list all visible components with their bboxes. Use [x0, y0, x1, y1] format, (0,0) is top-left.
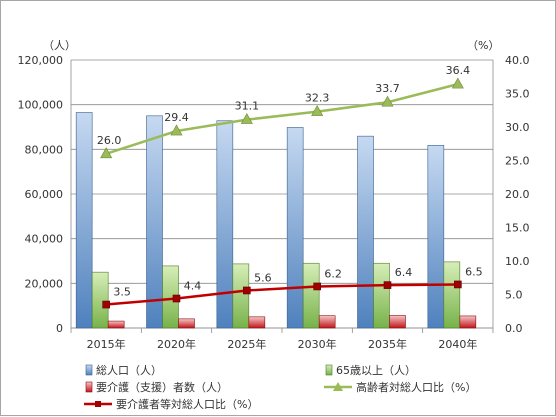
series-line — [105, 82, 459, 155]
right-axis-unit-label: （%） — [467, 39, 499, 52]
bar — [373, 262, 390, 329]
line-point — [170, 124, 183, 136]
data-label: 29.4 — [164, 111, 189, 124]
right-tick-label: 35.0 — [505, 88, 530, 101]
legend-marker — [333, 382, 343, 391]
legend-swatch — [85, 364, 93, 376]
data-label: 5.6 — [254, 271, 272, 284]
legend-label: 要介護（支援）者数（人） — [96, 380, 228, 394]
bar — [389, 315, 406, 329]
bar-series — [75, 112, 477, 329]
line-point — [172, 294, 181, 303]
left-tick-label: 0 — [56, 322, 63, 335]
line-point — [383, 281, 392, 289]
right-tick-label: 15.0 — [505, 222, 530, 235]
bar — [216, 120, 234, 329]
bar — [459, 315, 477, 329]
bar — [286, 127, 304, 329]
line-point — [313, 282, 321, 291]
right-tick-label: 10.0 — [505, 255, 530, 268]
data-label: 36.4 — [446, 64, 471, 77]
x-tick-label: 2030年 — [298, 337, 337, 351]
data-label: 6.4 — [395, 266, 413, 279]
right-tick-label: 0.0 — [505, 322, 523, 335]
data-label: 4.4 — [184, 280, 202, 293]
legend-label: 要介護者等対総人口比（%） — [116, 397, 258, 411]
bar — [75, 112, 93, 329]
left-tick-label: 120,000 — [18, 54, 64, 67]
data-label: 6.5 — [465, 265, 483, 278]
right-tick-label: 20.0 — [505, 188, 530, 201]
data-label: 31.1 — [235, 100, 260, 113]
data-label: 3.5 — [113, 286, 131, 299]
right-tick-label: 25.0 — [505, 155, 530, 168]
legend-label: 65歳以上（人） — [336, 364, 416, 377]
x-tick-label: 2040年 — [438, 337, 477, 351]
x-tick-label: 2020年 — [157, 337, 196, 351]
series-line — [106, 283, 458, 306]
bar — [178, 318, 195, 329]
line-series — [100, 77, 464, 309]
legend-swatch — [85, 381, 93, 393]
x-tick-label: 2015年 — [87, 337, 126, 351]
left-tick-label: 40,000 — [25, 233, 64, 246]
bar — [232, 263, 250, 329]
bar — [248, 316, 266, 329]
bar — [318, 315, 336, 329]
line-point — [454, 280, 462, 289]
bar — [443, 261, 461, 329]
data-labels: 26.0 29.4 31.1 32.3 33.7 36.4 3.5 4.4 5.6 6.2 6.4 6… — [97, 64, 483, 298]
legend-label: 総人口（人） — [96, 363, 162, 377]
left-tick-label: 20,000 — [25, 277, 64, 290]
data-label: 33.7 — [375, 82, 400, 95]
legend-marker — [95, 401, 101, 407]
axes: 0 20,000 40,000 60,000 80,000 100,000 120,000 0… — [18, 39, 530, 351]
line-point — [102, 300, 110, 309]
left-axis-unit-label: （人） — [43, 39, 76, 52]
data-label: 32.3 — [305, 92, 330, 105]
legend-swatch — [325, 364, 333, 376]
right-tick-label: 40.0 — [505, 54, 530, 67]
right-tick-label: 5.0 — [505, 289, 523, 302]
grid-lines — [71, 59, 493, 329]
left-tick-label: 100,000 — [18, 99, 64, 112]
legend: 総人口（人） 65歳以上（人） 要介護（支援）者数（人） 高齢者対総人口比（%） 要介護… — [84, 363, 476, 411]
left-tick-label: 80,000 — [25, 143, 64, 156]
bar — [302, 262, 320, 329]
bar — [357, 135, 374, 329]
x-tick-label: 2025年 — [227, 337, 266, 351]
bar — [146, 115, 163, 329]
right-tick-label: 30.0 — [505, 121, 530, 134]
legend-label: 高齢者対総人口比（%） — [356, 380, 476, 394]
data-label: 26.0 — [97, 134, 122, 147]
line-point — [100, 147, 113, 159]
bar — [91, 271, 109, 329]
x-tick-label: 2035年 — [368, 337, 407, 351]
bar — [427, 145, 445, 329]
bar — [107, 320, 125, 329]
data-label: 6.2 — [324, 267, 342, 280]
left-tick-label: 60,000 — [25, 188, 64, 201]
line-point — [381, 95, 394, 107]
line-point — [243, 286, 251, 295]
line-point — [240, 113, 253, 124]
line-point — [451, 77, 464, 89]
line-point — [311, 104, 324, 116]
